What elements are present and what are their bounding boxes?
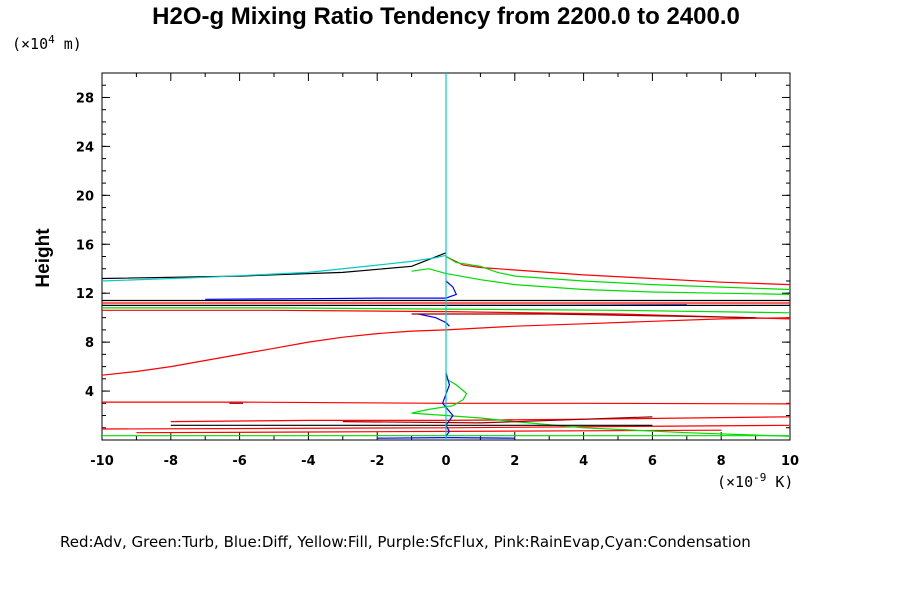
- series-line-turb: [411, 268, 791, 295]
- series-line-diff: [418, 313, 450, 327]
- x-tick-label: 0: [441, 454, 450, 469]
- y-tick-label: 8: [85, 336, 94, 351]
- x-tick-label: 8: [717, 454, 726, 469]
- chart-title: H2O-g Mixing Ratio Tendency from 2200.0 …: [152, 3, 740, 30]
- series-line-fill: [101, 252, 447, 280]
- y-tick-label: 20: [76, 189, 94, 204]
- series-line-sfcflux: [342, 416, 653, 424]
- y-tick-label: 28: [76, 91, 94, 106]
- series-layer: [101, 73, 791, 440]
- y-axis-label: Height: [33, 228, 54, 288]
- x-tick-label: -6: [232, 454, 246, 469]
- series-line-turb: [411, 378, 791, 437]
- y-tick-label: 24: [76, 140, 94, 155]
- series-line-diff: [441, 372, 454, 437]
- series-line-diff: [205, 280, 458, 300]
- y-tick-label: 4: [85, 385, 94, 400]
- series-line-adv: [445, 255, 791, 286]
- y-tick-label: 16: [76, 238, 94, 253]
- y-tick-label: 12: [76, 287, 94, 302]
- series-line-sfcflux: [411, 313, 756, 319]
- series-line-turb: [445, 255, 791, 291]
- legend: Red:Adv, Green:Turb, Blue:Diff, Yellow:F…: [60, 533, 751, 551]
- x-tick-labels: -10 -8 -6 -4 -2 0 2 4 6 8 10: [90, 454, 799, 469]
- x-tick-label: 2: [510, 454, 519, 469]
- x-tick-label: -4: [301, 454, 315, 469]
- x-unit-label: (×10-9 K): [717, 471, 793, 491]
- x-tick-label: -10: [90, 454, 114, 469]
- y-unit-label: (×104 m): [12, 33, 82, 53]
- y-tick-labels: 4 8 12 16 20 24 28: [76, 91, 94, 400]
- x-tick-label: 6: [648, 454, 657, 469]
- x-tick-label: -2: [370, 454, 384, 469]
- series-line-adv: [101, 317, 791, 376]
- series-line-condensation: [101, 254, 447, 282]
- x-tick-label: 10: [781, 454, 799, 469]
- x-tick-label: 4: [579, 454, 588, 469]
- x-tick-label: -8: [164, 454, 178, 469]
